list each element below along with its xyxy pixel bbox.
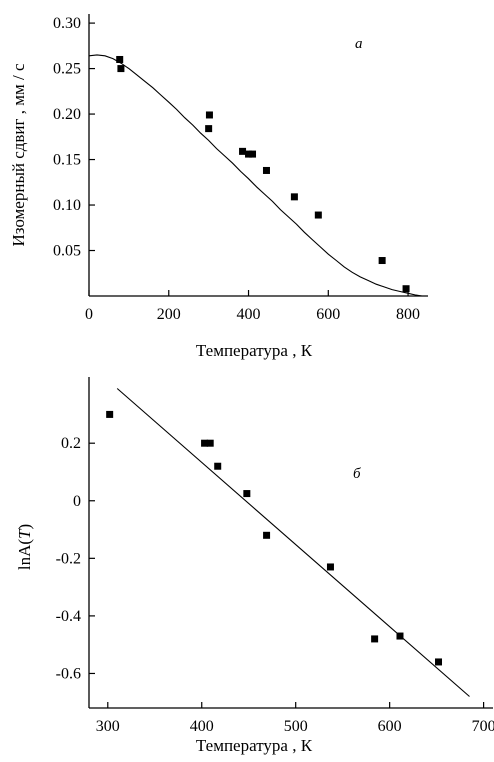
data-point [290,193,298,201]
y-tick-label: 0.30 [53,15,81,32]
y-tick-label: 0.2 [61,435,81,452]
panel-label: б [353,466,361,482]
data-point [396,632,404,640]
data-point [239,147,247,155]
x-ticks: 0 200 400 600 800 [85,290,420,323]
data-point [249,150,257,158]
y-tick-label: -0.4 [56,608,81,625]
x-tick-label: 400 [237,306,261,323]
chart-panel-a: 0 200 400 600 800 0.05 0.10 0.15 0.20 0.25 0.30 а… [9,14,428,360]
x-tick-label: 600 [316,306,340,323]
x-tick-label: 400 [190,718,214,735]
data-point [378,257,386,265]
data-point [206,439,214,447]
y-tick-label: 0.05 [53,243,81,260]
data-point [314,211,322,219]
data-point [262,166,270,174]
y-tick-label: 0.20 [53,106,81,123]
y-tick-label: 0.15 [53,152,81,169]
y-tick-label: 0 [73,493,81,510]
y-axis-label-variable: T [15,528,34,539]
data-point [205,125,213,133]
x-axis-label: Температура , К [196,736,313,755]
data-point [116,55,124,63]
y-axis-label: lnA(T) [15,524,34,570]
data-point [435,658,443,666]
data-point [243,490,251,498]
data-point [205,111,213,119]
data-point [106,410,114,418]
y-tick-label: 0.10 [53,197,81,214]
data-point [371,635,379,643]
data-points [116,55,410,293]
data-points [106,410,443,666]
data-point [201,439,209,447]
y-tick-label: 0.25 [53,61,81,78]
y-tick-label: -0.2 [56,550,81,567]
data-point [263,531,271,539]
data-point [245,150,253,158]
x-tick-label: 500 [284,718,308,735]
chart-panel-b: 300 400 500 600 700 0.2 0 -0.2 -0.4 -0.6 б Темпе… [15,377,494,755]
y-axis-label-text: lnA( [15,539,34,571]
y-axis-label: Изомерный сдвиг , мм / с [9,63,28,247]
y-ticks: 0.2 0 -0.2 -0.4 -0.6 [56,435,95,682]
y-axis-label-close: ) [15,524,34,530]
data-point [402,285,410,293]
data-point [117,65,125,73]
x-tick-label: 700 [472,718,494,735]
x-tick-label: 600 [378,718,402,735]
fit-line [116,388,470,697]
y-ticks: 0.05 0.10 0.15 0.20 0.25 0.30 [53,15,95,260]
x-ticks: 300 400 500 600 700 [96,702,494,735]
x-tick-label: 0 [85,306,93,323]
data-point [214,462,222,470]
x-axis-label: Температура , К [196,341,313,360]
x-tick-label: 300 [96,718,120,735]
x-tick-label: 200 [157,306,181,323]
fit-curve [88,54,423,297]
data-point [326,563,334,571]
y-tick-label: -0.6 [56,665,81,682]
panel-label: а [355,36,363,52]
x-tick-label: 800 [396,306,420,323]
